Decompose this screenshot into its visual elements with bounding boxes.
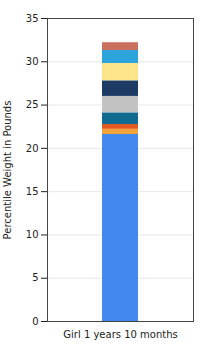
svg-text:Girl 1 years 10 months: Girl 1 years 10 months	[63, 329, 177, 340]
svg-text:20: 20	[26, 143, 39, 154]
svg-text:35: 35	[26, 13, 39, 24]
svg-text:10: 10	[26, 229, 39, 240]
svg-text:0: 0	[32, 316, 38, 327]
svg-text:30: 30	[26, 56, 39, 67]
svg-text:15: 15	[26, 186, 39, 197]
svg-text:25: 25	[26, 99, 39, 110]
svg-text:5: 5	[32, 272, 38, 283]
svg-text:Percentile Weight in Pounds: Percentile Weight in Pounds	[2, 101, 13, 240]
